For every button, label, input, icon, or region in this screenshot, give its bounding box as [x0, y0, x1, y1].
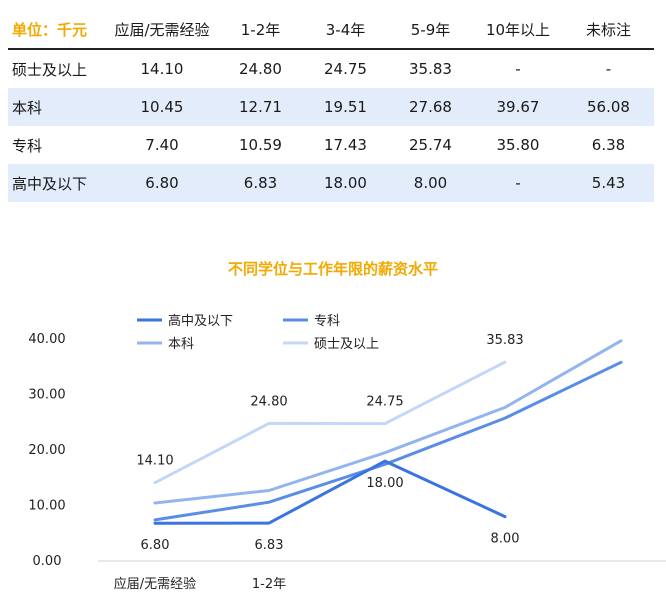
table-cell: 19.51	[303, 88, 388, 126]
data-label: 18.00	[366, 476, 403, 491]
data-label: 35.83	[486, 333, 523, 348]
y-tick-label: 30.00	[28, 388, 65, 403]
table-cell: 56.08	[563, 88, 654, 126]
table-row: 硕士及以上 14.10 24.80 24.75 35.83 - -	[8, 49, 654, 88]
x-tick-label: 应届/无需经验	[114, 576, 196, 592]
table-cell: 17.43	[324, 136, 367, 154]
y-tick-label: 10.00	[28, 499, 65, 514]
table-cell: 6.38	[591, 136, 626, 154]
column-header: 5-9年	[388, 10, 473, 50]
table-cell: -	[473, 164, 563, 202]
table-cell: 6.80	[106, 164, 218, 202]
table-cell: 24.75	[324, 60, 367, 78]
data-label: 6.80	[141, 538, 170, 553]
y-tick-label: 20.00	[28, 443, 65, 458]
table-cell: -	[515, 60, 521, 78]
legend-label: 专科	[314, 314, 340, 329]
unit-label: 单位：千元	[8, 10, 106, 50]
data-label: 24.80	[250, 394, 287, 409]
salary-table: 单位：千元 应届/无需经验 1-2年 3-4年 5-9年 10年以上 未标注 硕…	[8, 10, 654, 202]
data-label: 8.00	[491, 532, 520, 547]
series-line	[153, 360, 507, 485]
row-label: 硕士及以上	[12, 60, 88, 79]
chart-title: 不同学位与工作年限的薪资水平	[227, 260, 438, 278]
y-tick-label: 0.00	[33, 554, 62, 569]
table-row: 专科 7.40 10.59 17.43 25.74 35.80 6.38	[8, 126, 654, 164]
table-cell: 25.74	[409, 136, 452, 154]
x-tick-label: 1-2年	[252, 577, 286, 592]
legend-label: 本科	[168, 337, 194, 352]
table-cell: 18.00	[303, 164, 388, 202]
table-cell: 8.00	[388, 164, 473, 202]
series-line	[153, 459, 507, 525]
row-label: 本科	[8, 88, 106, 126]
data-label: 24.75	[366, 395, 403, 410]
table-cell: 6.83	[218, 164, 303, 202]
table-header-row: 单位：千元 应届/无需经验 1-2年 3-4年 5-9年 10年以上 未标注	[8, 10, 654, 50]
column-header: 未标注	[563, 10, 654, 50]
table-row: 高中及以下 6.80 6.83 18.00 8.00 - 5.43	[8, 164, 654, 202]
data-label: 6.83	[255, 538, 284, 553]
row-label: 专科	[12, 136, 43, 155]
series-line	[153, 339, 623, 505]
table-cell: 12.71	[218, 88, 303, 126]
series-line	[153, 360, 623, 522]
table-cell: 10.59	[239, 136, 282, 154]
data-label: 14.10	[136, 454, 173, 469]
table-cell: 7.40	[145, 136, 179, 154]
row-label: 高中及以下	[8, 164, 106, 202]
y-tick-label: 40.00	[28, 332, 65, 347]
table-cell: 35.83	[409, 60, 452, 78]
table-cell: 24.80	[239, 60, 282, 78]
table-cell: 39.67	[473, 88, 563, 126]
legend-label: 高中及以下	[168, 313, 233, 329]
table-cell: 14.10	[140, 60, 184, 78]
table-row: 本科 10.45 12.71 19.51 27.68 39.67 56.08	[8, 88, 654, 126]
column-header: 10年以上	[473, 10, 563, 50]
column-header: 3-4年	[303, 10, 388, 50]
table-cell: 10.45	[106, 88, 218, 126]
column-header: 1-2年	[218, 10, 303, 50]
table-cell: 27.68	[388, 88, 473, 126]
table-cell: -	[605, 60, 612, 78]
table-cell: 5.43	[563, 164, 654, 202]
legend-label: 硕士及以上	[314, 337, 379, 352]
column-header: 应届/无需经验	[106, 10, 218, 50]
table-cell: 35.80	[496, 136, 540, 154]
